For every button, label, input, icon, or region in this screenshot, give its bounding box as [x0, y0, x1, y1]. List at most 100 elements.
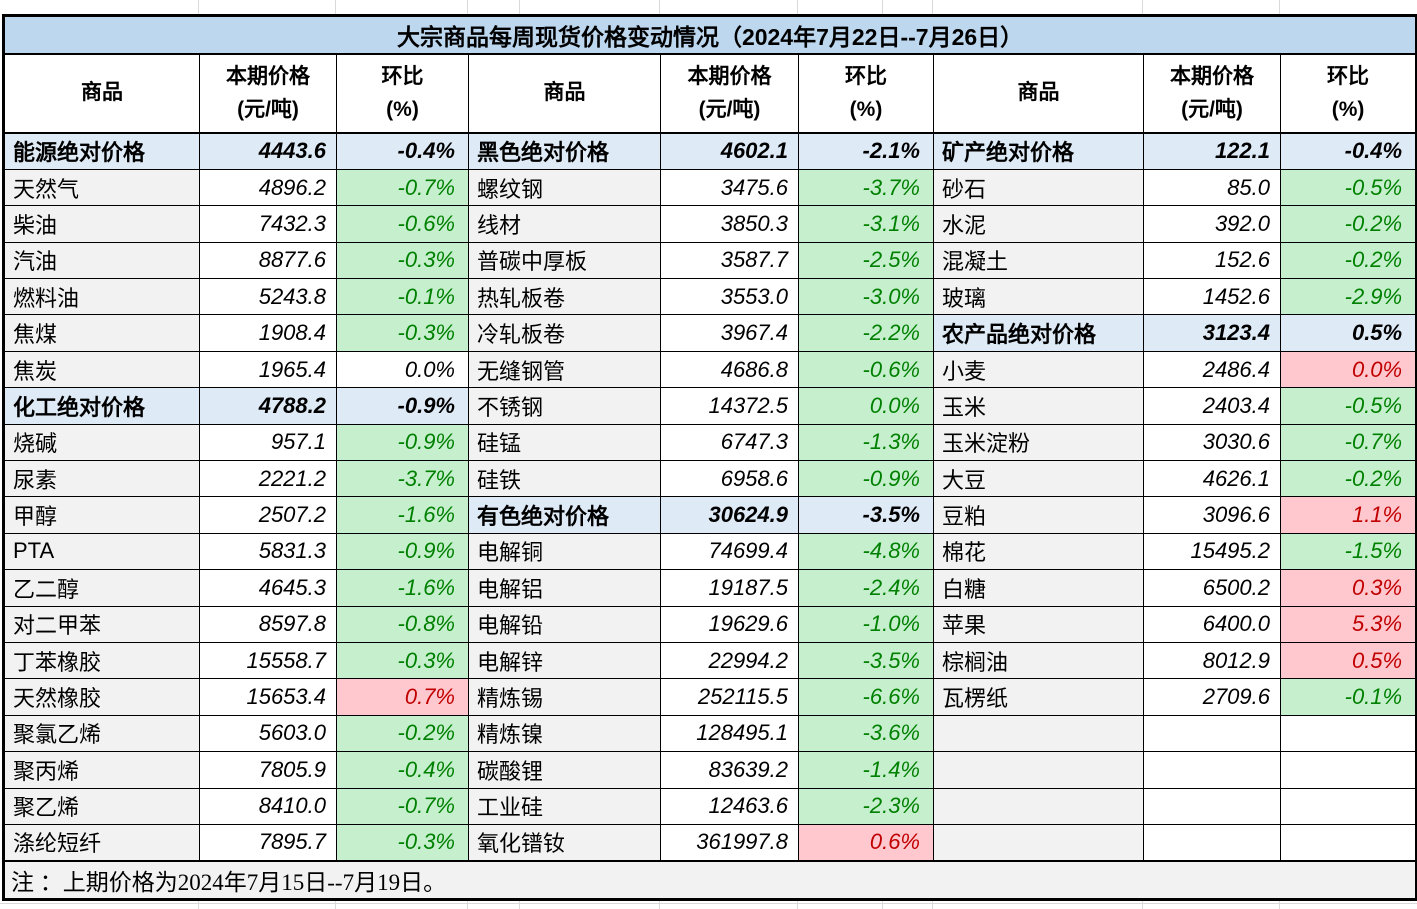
price-cell	[1143, 714, 1281, 753]
pct-change-cell: -1.0%	[798, 605, 934, 643]
price-cell: 30624.9	[660, 496, 799, 534]
price-cell: 2486.4	[1143, 350, 1281, 389]
pct-change-cell: -0.1%	[1279, 678, 1417, 716]
price-cell: 1908.4	[199, 314, 337, 352]
price-cell: 1452.6	[1143, 278, 1281, 316]
price-cell: 2709.6	[1143, 678, 1281, 716]
pct-change-cell: -1.6%	[336, 496, 469, 534]
pct-change-cell: 5.3%	[1279, 605, 1417, 643]
pct-change-cell: 0.5%	[1279, 641, 1417, 680]
column-header-row: 商品 本期价格 (元/吨) 环比 (%) 商品 本期价格 (元/吨) 环比 (%…	[3, 53, 1417, 134]
pct-change-cell: 0.0%	[798, 387, 934, 425]
note-row: 注 ：上期价格为2024年7月15日--7月19日。	[2, 859, 1417, 901]
pct-change-cell: -0.7%	[336, 168, 469, 207]
pct-change-cell: -3.6%	[798, 714, 934, 753]
pct-change-cell: -2.1%	[798, 132, 934, 170]
price-cell: 3967.4	[660, 314, 799, 352]
price-cell: 8410.0	[199, 787, 337, 825]
pct-change-cell: 0.0%	[1279, 350, 1417, 389]
table-row: 烧碱 957.1 -0.9% 硅锰 6747.3 -1.3% 玉米淀粉 3030.6 -0.7%	[3, 423, 1417, 462]
pct-change-cell: 0.0%	[336, 350, 469, 389]
commodity-price-table: 大宗商品每周现货价格变动情况（2024年7月22日--7月26日） 商品 本期价…	[2, 14, 1417, 902]
pct-change-cell: -0.7%	[1279, 423, 1417, 462]
price-cell: 1965.4	[199, 350, 337, 389]
table-row: 聚乙烯 8410.0 -0.7% 工业硅 12463.6 -2.3%	[3, 787, 1417, 825]
pct-change-cell: -0.9%	[336, 423, 469, 462]
table-row: 燃料油 5243.8 -0.1% 热轧板卷 3553.0 -3.0% 玻璃 1452.6 -2.…	[3, 278, 1417, 316]
price-cell: 5243.8	[199, 278, 337, 316]
commodity-name-cell	[933, 751, 1144, 789]
commodity-name-cell: 对二甲苯	[3, 605, 200, 643]
header-commodity: 商品	[468, 53, 661, 134]
pct-change-cell: -2.4%	[798, 569, 934, 607]
price-cell: 6958.6	[660, 460, 799, 498]
price-cell: 12463.6	[660, 787, 799, 825]
commodity-name-cell: 尿素	[3, 460, 200, 498]
price-cell	[1143, 751, 1281, 789]
commodity-name-cell: 棕榈油	[933, 641, 1144, 680]
price-cell: 3587.7	[660, 241, 799, 280]
price-cell: 4602.1	[660, 132, 799, 170]
commodity-name-cell: 乙二醇	[3, 569, 200, 607]
commodity-name-cell: 能源绝对价格	[3, 132, 200, 170]
pct-change-cell: -0.1%	[336, 278, 469, 316]
pct-change-cell: -0.4%	[336, 751, 469, 789]
commodity-name-cell: 电解锌	[468, 641, 661, 680]
price-cell: 2507.2	[199, 496, 337, 534]
commodity-name-cell: 热轧板卷	[468, 278, 661, 316]
table-row: 丁苯橡胶 15558.7 -0.3% 电解锌 22994.2 -3.5% 棕榈油 8012.9…	[3, 641, 1417, 680]
price-cell: 7895.7	[199, 823, 337, 862]
commodity-name-cell: 白糖	[933, 569, 1144, 607]
commodity-name-cell: 甲醇	[3, 496, 200, 534]
commodity-name-cell: 玉米	[933, 387, 1144, 425]
pct-change-cell: -2.2%	[798, 314, 934, 352]
price-cell: 3553.0	[660, 278, 799, 316]
price-cell: 8597.8	[199, 605, 337, 643]
price-cell: 6400.0	[1143, 605, 1281, 643]
price-cell: 152.6	[1143, 241, 1281, 280]
price-cell: 8877.6	[199, 241, 337, 280]
table-row: 化工绝对价格 4788.2 -0.9% 不锈钢 14372.5 0.0% 玉米 2403.4-…	[3, 387, 1417, 425]
pct-change-cell: -6.6%	[798, 678, 934, 716]
price-cell: 15558.7	[199, 641, 337, 680]
header-commodity: 商品	[933, 53, 1144, 134]
price-cell: 7805.9	[199, 751, 337, 789]
price-cell: 4686.8	[660, 350, 799, 389]
price-cell: 4626.1	[1143, 460, 1281, 498]
pct-change-cell	[1279, 787, 1417, 825]
price-cell	[1143, 823, 1281, 862]
pct-change-cell: -0.5%	[1279, 168, 1417, 207]
price-cell: 4443.6	[199, 132, 337, 170]
commodity-name-cell: 工业硅	[468, 787, 661, 825]
price-cell: 7432.3	[199, 205, 337, 243]
pct-change-cell: -0.3%	[336, 314, 469, 352]
pct-change-cell: -0.4%	[1279, 132, 1417, 170]
commodity-name-cell: 聚乙烯	[3, 787, 200, 825]
pct-change-cell: -0.4%	[336, 132, 469, 170]
pct-change-cell: -3.7%	[336, 460, 469, 498]
price-cell: 4788.2	[199, 387, 337, 425]
commodity-name-cell: 玉米淀粉	[933, 423, 1144, 462]
commodity-name-cell: 硅锰	[468, 423, 661, 462]
commodity-name-cell: 普碳中厚板	[468, 241, 661, 280]
price-cell: 3475.6	[660, 168, 799, 207]
commodity-name-cell: 丁苯橡胶	[3, 641, 200, 680]
table-title: 大宗商品每周现货价格变动情况（2024年7月22日--7月26日）	[2, 15, 1417, 55]
price-cell: 2221.2	[199, 460, 337, 498]
commodity-name-cell: 精炼锡	[468, 678, 661, 716]
pct-change-cell: -1.6%	[336, 569, 469, 607]
commodity-name-cell: 焦炭	[3, 350, 200, 389]
pct-change-cell: -3.5%	[798, 641, 934, 680]
commodity-name-cell: 矿产绝对价格	[933, 132, 1144, 170]
commodity-name-cell: 聚丙烯	[3, 751, 200, 789]
header-pct: 环比 (%)	[336, 53, 469, 134]
pct-change-cell: -1.4%	[798, 751, 934, 789]
price-cell: 5831.3	[199, 532, 337, 571]
price-cell: 85.0	[1143, 168, 1281, 207]
commodity-name-cell: 大豆	[933, 460, 1144, 498]
table-row: 聚氯乙烯 5603.0 -0.2% 精炼镍 128495.1 -3.6%	[3, 714, 1417, 753]
commodity-name-cell: 氧化镨钕	[468, 823, 661, 862]
commodity-name-cell	[933, 714, 1144, 753]
price-cell: 4896.2	[199, 168, 337, 207]
pct-change-cell: -0.2%	[336, 714, 469, 753]
